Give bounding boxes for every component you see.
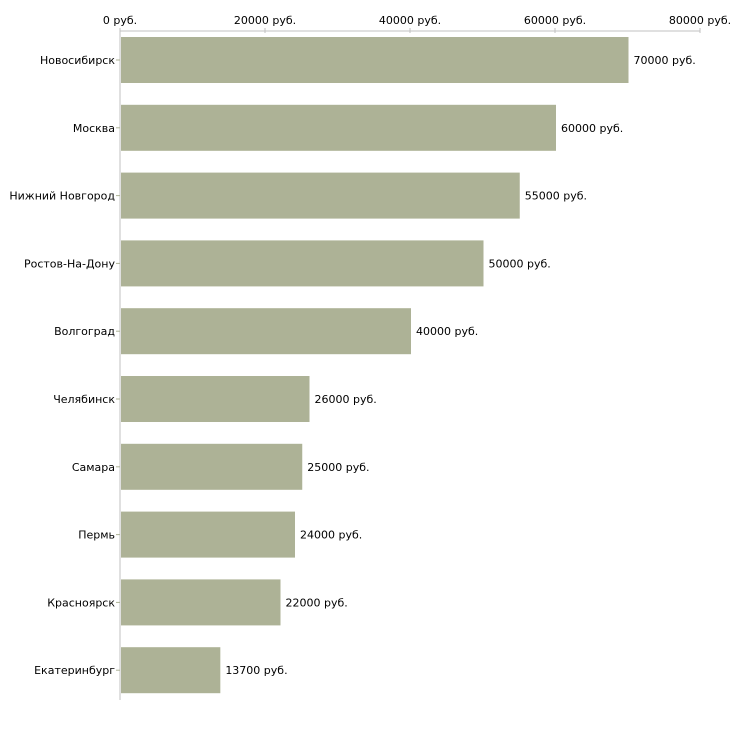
value-label: 70000 руб. bbox=[634, 54, 696, 67]
bar bbox=[121, 104, 556, 151]
value-label: 50000 руб. bbox=[489, 257, 551, 270]
value-label: 40000 руб. bbox=[416, 325, 478, 338]
bar bbox=[121, 172, 520, 219]
bar bbox=[121, 376, 310, 422]
bar bbox=[121, 647, 221, 694]
x-tick-label: 80000 руб. bbox=[669, 14, 730, 27]
x-tick-label: 40000 руб. bbox=[379, 14, 441, 27]
category-label: Ростов-На-Дону bbox=[24, 257, 115, 270]
x-tick-label: 20000 руб. bbox=[234, 14, 296, 27]
category-label: Нижний Новгород bbox=[9, 190, 115, 203]
category-label: Челябинск bbox=[53, 393, 115, 406]
value-label: 24000 руб. bbox=[300, 529, 362, 542]
category-label: Екатеринбург bbox=[34, 664, 115, 677]
category-label: Москва bbox=[73, 122, 115, 135]
bar bbox=[121, 240, 484, 287]
value-label: 22000 руб. bbox=[286, 596, 348, 609]
x-tick-label: 60000 руб. bbox=[524, 14, 586, 27]
value-label: 60000 руб. bbox=[561, 122, 623, 135]
bar bbox=[121, 37, 629, 83]
category-label: Самара bbox=[72, 461, 115, 474]
bar bbox=[121, 511, 295, 558]
bar bbox=[121, 308, 411, 355]
value-label: 55000 руб. bbox=[525, 190, 587, 203]
bar bbox=[121, 443, 303, 490]
category-label: Новосибирск bbox=[40, 54, 115, 67]
bar bbox=[121, 579, 281, 626]
value-label: 25000 руб. bbox=[307, 461, 369, 474]
category-label: Пермь bbox=[78, 529, 115, 542]
value-label: 26000 руб. bbox=[315, 393, 377, 406]
category-label: Волгоград bbox=[54, 325, 115, 338]
category-label: Красноярск bbox=[47, 596, 115, 609]
x-tick-label: 0 руб. bbox=[103, 14, 137, 27]
value-label: 13700 руб. bbox=[225, 664, 287, 677]
